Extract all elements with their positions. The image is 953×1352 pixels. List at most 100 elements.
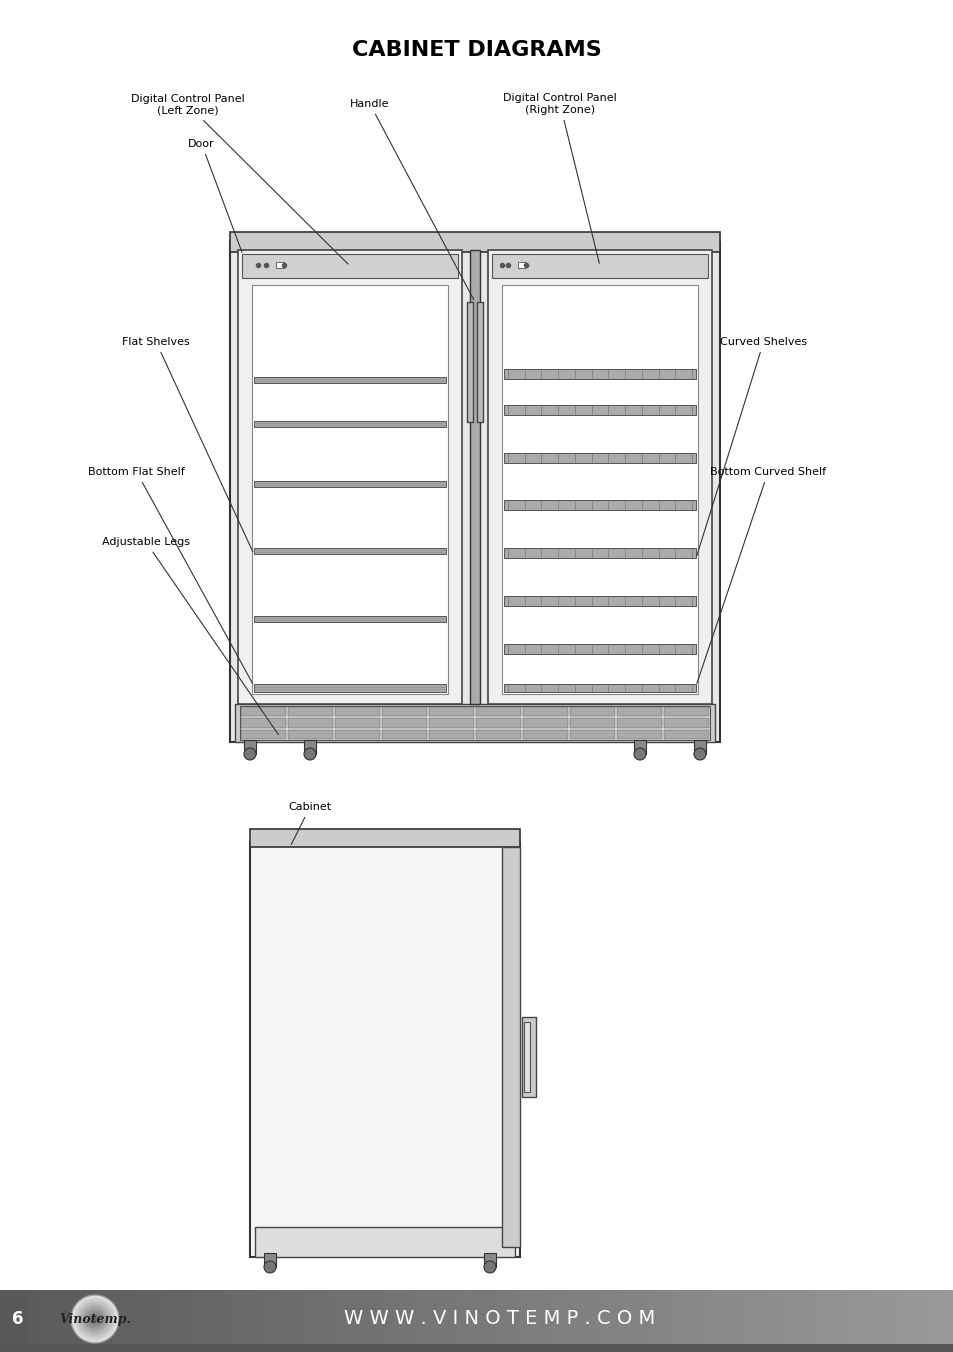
Text: Door: Door	[188, 139, 242, 253]
Bar	[569, 707, 615, 717]
Bar	[288, 718, 333, 727]
Bar	[335, 707, 379, 717]
Bar	[503, 500, 696, 511]
Bar	[241, 718, 286, 727]
Circle shape	[693, 748, 705, 760]
Bar	[254, 1228, 515, 1257]
Bar	[693, 740, 705, 754]
Circle shape	[87, 1310, 103, 1328]
Bar	[252, 285, 448, 694]
Circle shape	[74, 1299, 115, 1340]
Text: W W W . V I N O T E M P . C O M: W W W . V I N O T E M P . C O M	[344, 1310, 655, 1329]
Bar	[250, 842, 519, 1257]
Bar	[663, 730, 708, 740]
Bar	[240, 706, 709, 740]
Circle shape	[304, 748, 315, 760]
Circle shape	[89, 1313, 101, 1325]
Bar	[521, 1017, 536, 1096]
Bar	[476, 301, 482, 422]
Bar	[237, 250, 461, 704]
Bar	[476, 707, 520, 717]
Text: Bottom Curved Shelf: Bottom Curved Shelf	[696, 466, 825, 683]
Bar	[522, 707, 567, 717]
Bar	[250, 829, 519, 846]
Bar	[522, 718, 567, 727]
Bar	[617, 707, 661, 717]
Circle shape	[71, 1295, 119, 1343]
Bar	[503, 369, 696, 379]
Bar	[230, 233, 720, 251]
Bar	[634, 740, 645, 754]
Bar	[381, 718, 427, 727]
Text: 6: 6	[12, 1310, 24, 1328]
Circle shape	[72, 1297, 117, 1341]
Circle shape	[264, 1261, 275, 1274]
Circle shape	[483, 1261, 496, 1274]
Circle shape	[78, 1302, 112, 1336]
Bar	[253, 377, 446, 383]
Bar	[242, 254, 457, 279]
Bar	[429, 707, 474, 717]
Circle shape	[93, 1318, 96, 1320]
Text: Digital Control Panel
(Left Zone): Digital Control Panel (Left Zone)	[131, 95, 348, 264]
Bar	[503, 684, 696, 692]
Bar	[253, 549, 446, 554]
Text: Handle: Handle	[350, 99, 474, 300]
Bar	[476, 718, 520, 727]
Text: Bottom Flat Shelf: Bottom Flat Shelf	[89, 466, 253, 684]
Bar	[253, 420, 446, 427]
Bar	[429, 718, 474, 727]
Bar	[304, 740, 315, 754]
Text: Cabinet: Cabinet	[288, 802, 332, 845]
Circle shape	[73, 1298, 116, 1341]
Bar	[476, 730, 520, 740]
Circle shape	[88, 1311, 102, 1326]
Circle shape	[80, 1305, 110, 1333]
Bar	[381, 707, 427, 717]
Bar	[503, 404, 696, 415]
Circle shape	[86, 1309, 105, 1329]
Circle shape	[244, 748, 255, 760]
Bar	[569, 718, 615, 727]
Text: Curved Shelves: Curved Shelves	[696, 337, 806, 556]
Bar	[663, 707, 708, 717]
Circle shape	[82, 1306, 108, 1332]
Text: Flat Shelves: Flat Shelves	[122, 337, 253, 552]
Bar	[335, 718, 379, 727]
Circle shape	[92, 1317, 97, 1321]
Bar	[488, 250, 711, 704]
Bar	[503, 596, 696, 606]
Bar	[288, 730, 333, 740]
Bar	[335, 730, 379, 740]
Bar	[264, 1253, 275, 1267]
Circle shape	[75, 1299, 114, 1338]
Bar	[501, 846, 519, 1247]
Circle shape	[83, 1307, 107, 1330]
Bar	[617, 730, 661, 740]
Bar	[492, 254, 707, 279]
Bar	[253, 684, 446, 692]
Bar	[517, 262, 525, 268]
Bar	[483, 1253, 496, 1267]
Bar	[234, 704, 714, 742]
Bar	[230, 242, 720, 742]
Text: Digital Control Panel
(Right Zone): Digital Control Panel (Right Zone)	[502, 93, 617, 264]
Bar	[253, 617, 446, 622]
Bar	[429, 730, 474, 740]
Circle shape	[77, 1301, 112, 1337]
Bar	[470, 250, 479, 704]
Bar	[617, 718, 661, 727]
Bar	[569, 730, 615, 740]
Bar	[275, 262, 284, 268]
Bar	[244, 740, 255, 754]
Bar	[503, 549, 696, 558]
Bar	[467, 301, 473, 422]
Bar	[663, 718, 708, 727]
Text: Adjustable Legs: Adjustable Legs	[102, 537, 278, 734]
Bar	[503, 644, 696, 654]
Bar	[522, 730, 567, 740]
Bar	[253, 480, 446, 487]
Bar	[503, 453, 696, 462]
Bar	[288, 707, 333, 717]
Circle shape	[91, 1315, 98, 1322]
